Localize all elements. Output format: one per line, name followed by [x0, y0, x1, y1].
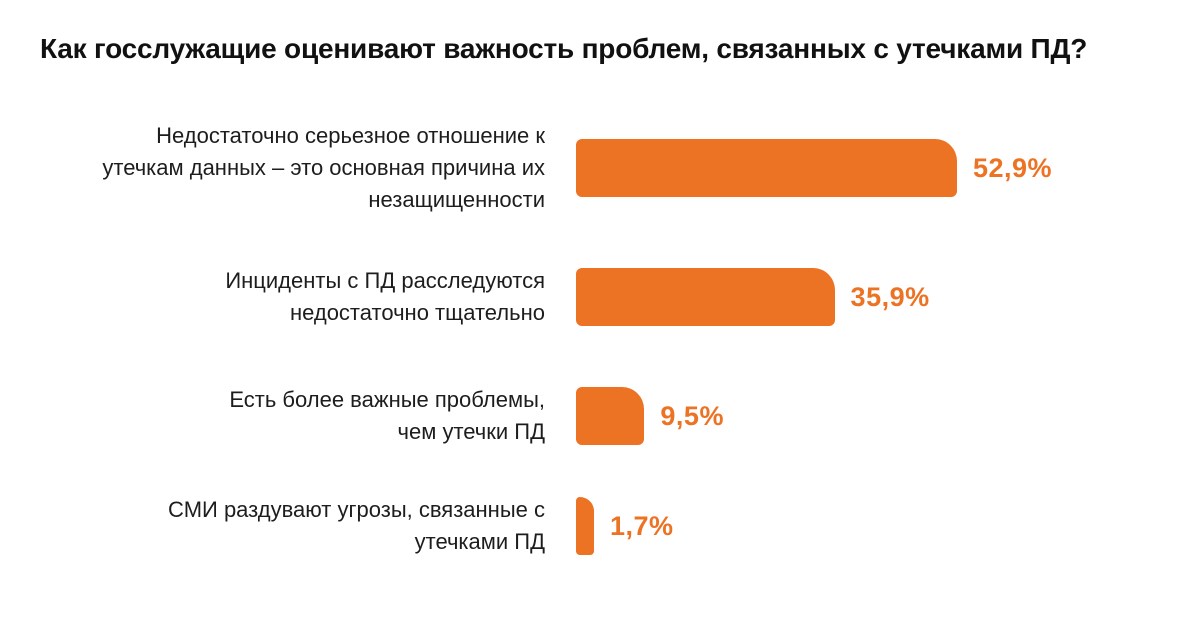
bar-track: 35,9% — [576, 268, 1189, 326]
category-label: Инциденты с ПД расследуются недостаточно… — [225, 268, 545, 325]
chart-row: СМИ раздувают угрозы, связанные с утечка… — [40, 494, 1189, 558]
category-label: Есть более важные проблемы, чем утечки П… — [229, 387, 545, 444]
value-label: 35,9% — [850, 281, 930, 312]
bar — [576, 497, 594, 555]
category-label: Недостаточно серьезное отношение к утечк… — [102, 123, 545, 212]
value-label: 1,7% — [610, 510, 674, 541]
chart-rows: Недостаточно серьезное отношение к утечк… — [40, 120, 1189, 558]
category-label: СМИ раздувают угрозы, связанные с утечка… — [168, 497, 545, 554]
chart-row: Недостаточно серьезное отношение к утечк… — [40, 120, 1189, 216]
bar — [576, 387, 645, 445]
bar — [576, 139, 957, 197]
chart-row: Инциденты с ПД расследуются недостаточно… — [40, 265, 1189, 329]
chart-title: Как госслужащие оценивают важность пробл… — [40, 33, 1088, 64]
value-label: 9,5% — [660, 400, 724, 431]
chart-row: Есть более важные проблемы, чем утечки П… — [40, 384, 1189, 448]
bar — [576, 268, 835, 326]
value-label: 52,9% — [973, 152, 1053, 183]
bar-track: 1,7% — [576, 497, 1189, 555]
bar-track: 52,9% — [576, 139, 1189, 197]
bar-track: 9,5% — [576, 387, 1189, 445]
